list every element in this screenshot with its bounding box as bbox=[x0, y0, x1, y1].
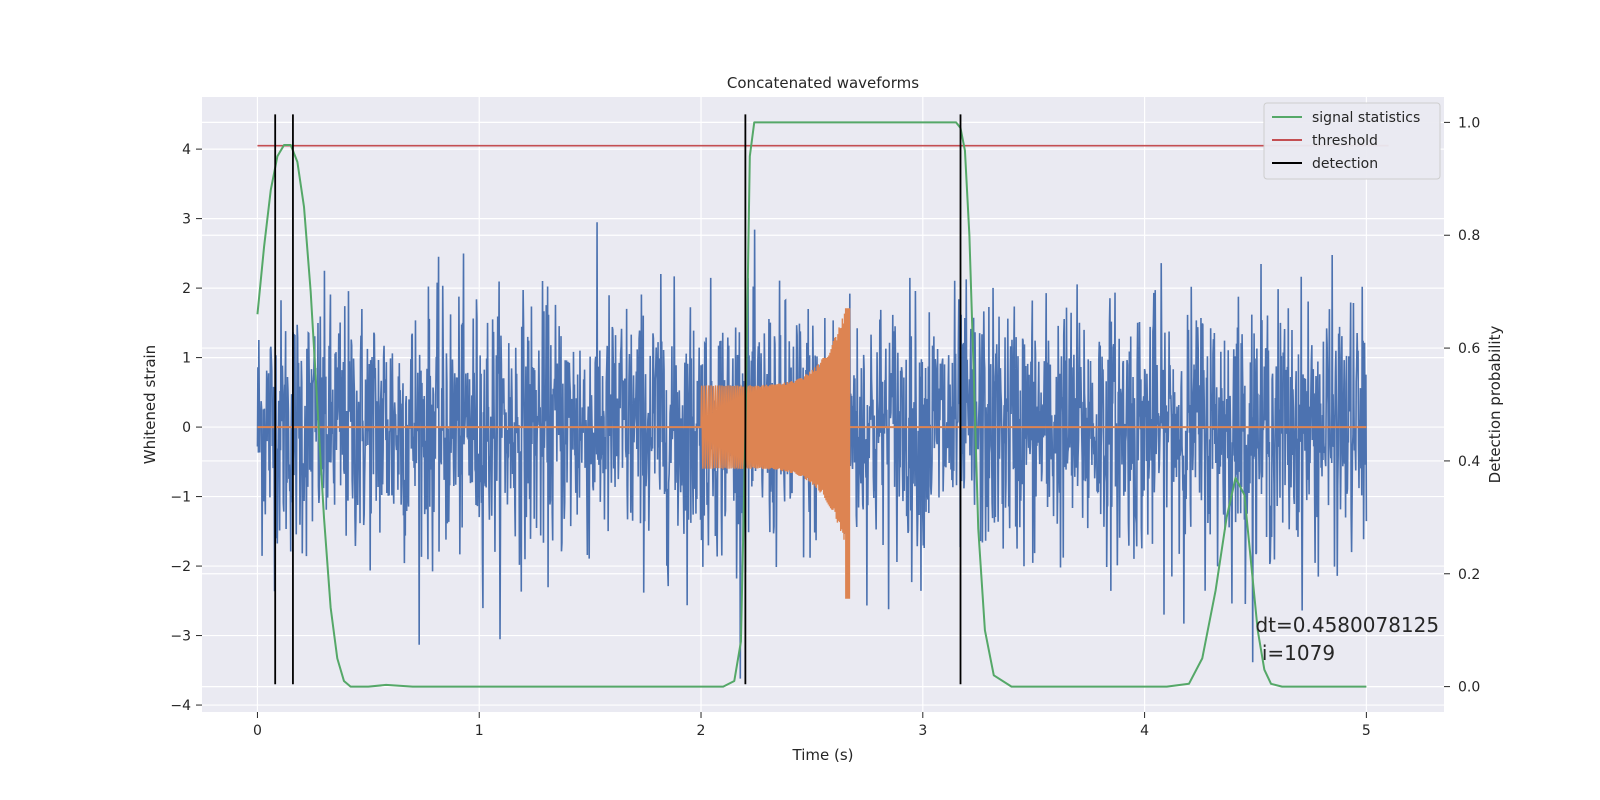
annotation-line: i=1079 bbox=[1255, 641, 1335, 665]
chart-title: Concatenated waveforms bbox=[727, 74, 919, 92]
y-tick-label: 0 bbox=[182, 420, 191, 436]
y2-tick-label: 0.4 bbox=[1458, 454, 1480, 470]
tick-labels: 0 1 2 3 4 5 −4 −3 −2 −1 0 1 2 3 4 0.0 0.2 0.4 0.6 0.8 1.0 bbox=[170, 115, 1480, 739]
chirp-series-line bbox=[700, 308, 851, 599]
legend-box bbox=[1263, 102, 1441, 180]
y-tick-label: 1 bbox=[182, 351, 191, 367]
y2-tick-label: 0.2 bbox=[1458, 567, 1480, 583]
x-tick-label: 2 bbox=[697, 723, 706, 739]
legend: signal statistics threshold detection bbox=[1263, 102, 1441, 180]
y-tick-label: 2 bbox=[182, 281, 191, 297]
annotation-text: dt=0.4580078125 i=1079 bbox=[1255, 613, 1439, 665]
x-axis-label: Time (s) bbox=[792, 746, 854, 764]
y-tick-label: 3 bbox=[182, 212, 191, 228]
y-tick-label: −4 bbox=[170, 698, 191, 714]
legend-label: detection bbox=[1312, 156, 1378, 172]
x-tick-label: 5 bbox=[1362, 723, 1371, 739]
x-tick-label: 0 bbox=[253, 723, 262, 739]
y2-tick-label: 0.8 bbox=[1458, 228, 1480, 244]
signal-statistics-line bbox=[256, 121, 1367, 688]
y2-tick-label: 0.0 bbox=[1458, 680, 1480, 696]
y-tick-label: −2 bbox=[170, 559, 191, 575]
legend-label: signal statistics bbox=[1312, 110, 1420, 126]
annotation-line: dt=0.4580078125 bbox=[1255, 613, 1439, 637]
y2-tick-label: 1.0 bbox=[1458, 115, 1480, 131]
y-tick-label: 4 bbox=[182, 142, 191, 158]
plot-area bbox=[196, 97, 1450, 718]
y2-axis-label: Detection probability bbox=[1486, 326, 1504, 484]
x-tick-label: 4 bbox=[1140, 723, 1149, 739]
y-tick-label: −3 bbox=[170, 629, 191, 645]
x-tick-label: 1 bbox=[475, 723, 484, 739]
legend-label: threshold bbox=[1312, 133, 1378, 149]
y-axis-label: Whitened strain bbox=[141, 345, 159, 464]
x-tick-label: 3 bbox=[918, 723, 927, 739]
y-tick-label: −1 bbox=[170, 490, 191, 506]
y2-tick-label: 0.6 bbox=[1458, 341, 1480, 357]
